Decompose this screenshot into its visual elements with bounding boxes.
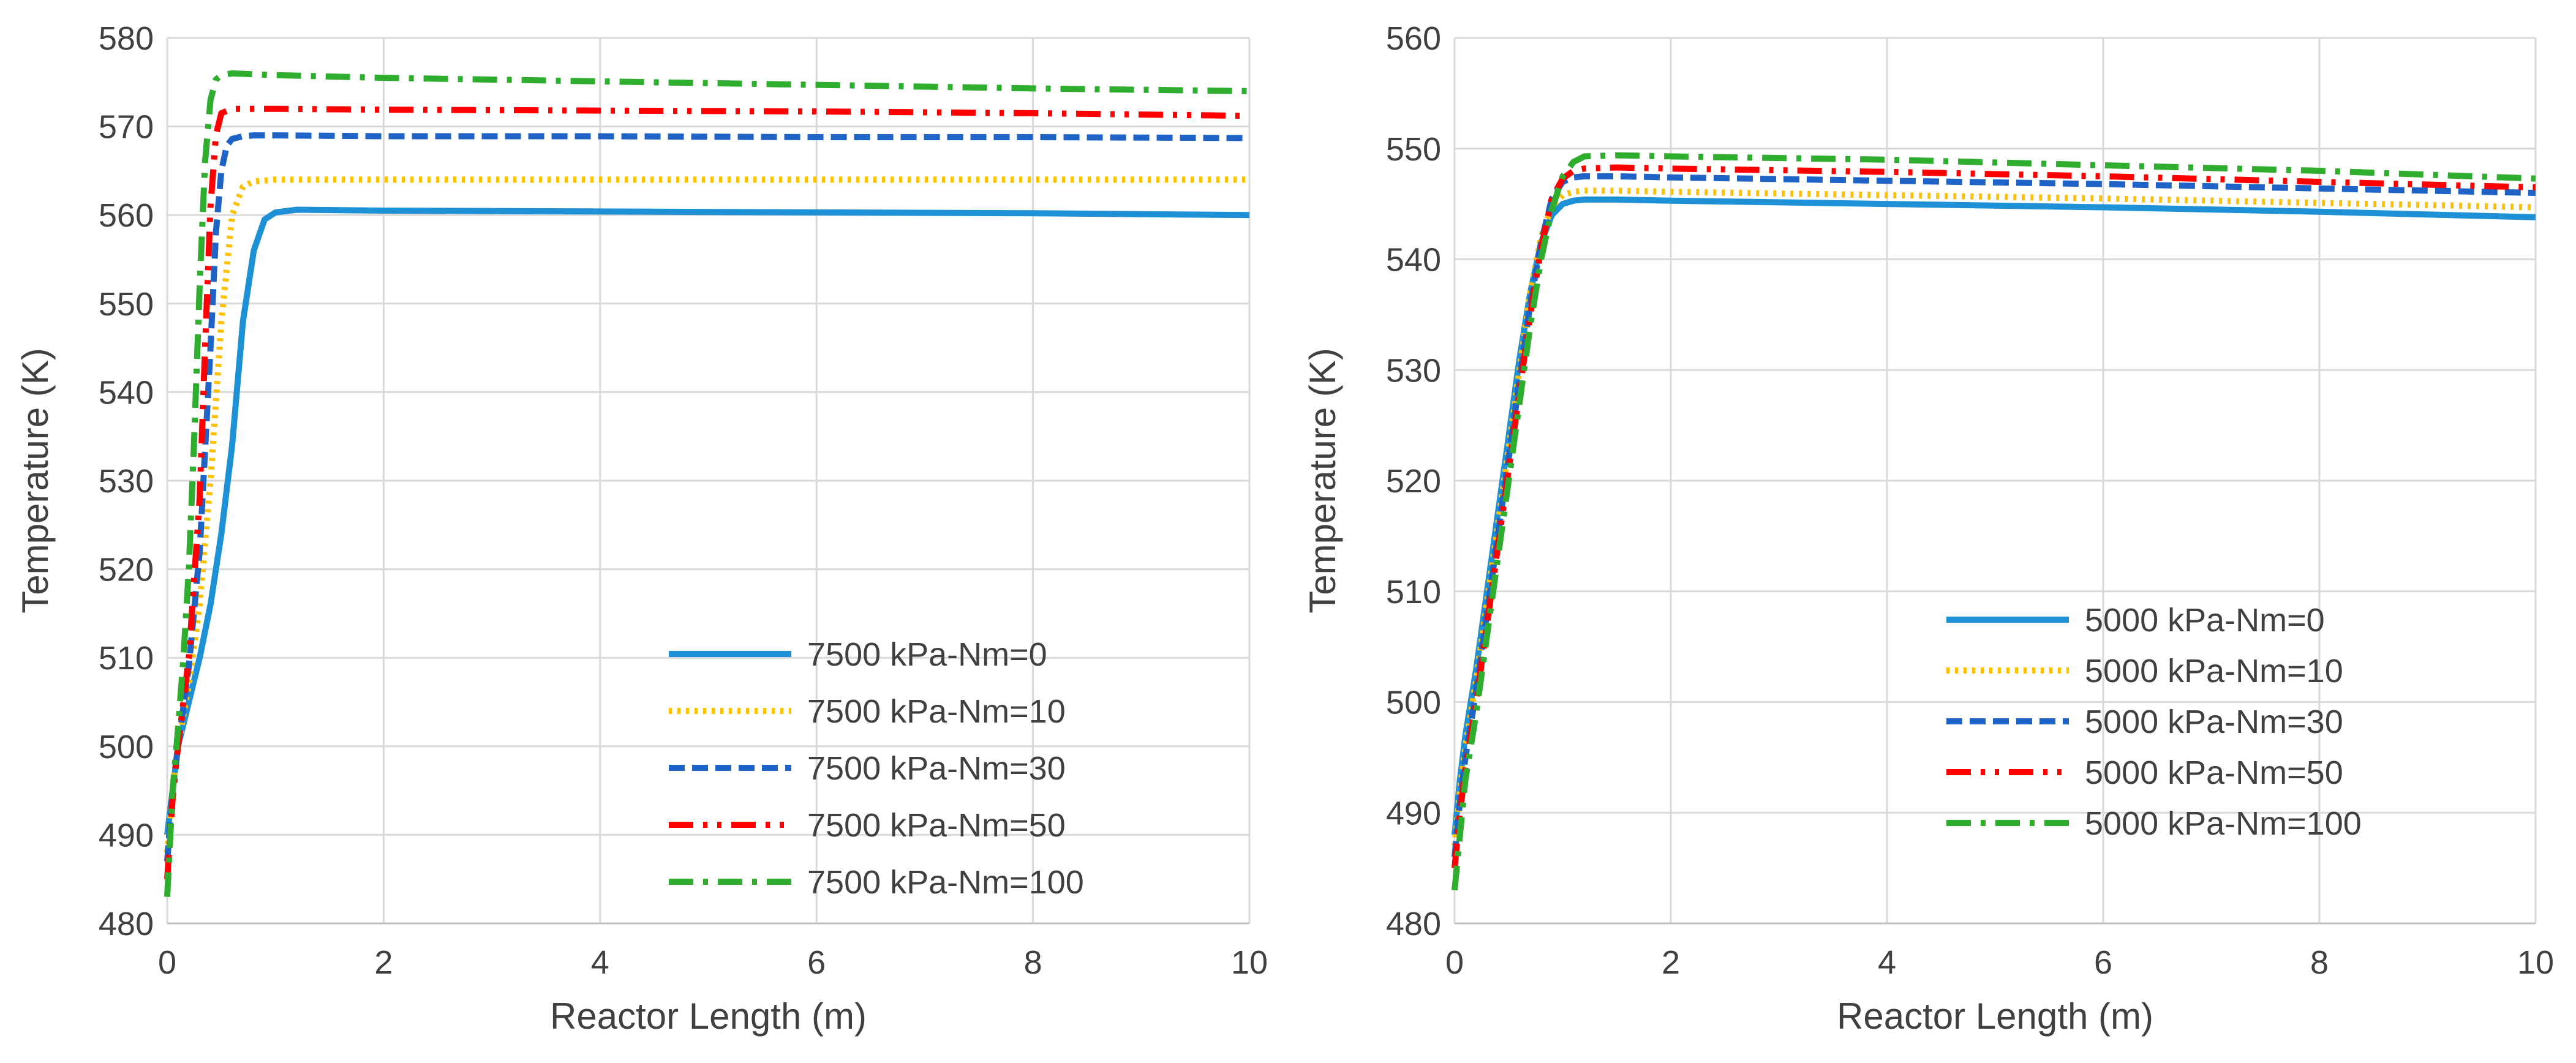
x-tick-label: 10	[2517, 944, 2554, 981]
legend-label: 7500 kPa-Nm=10	[807, 693, 1066, 730]
y-tick-label: 510	[99, 640, 154, 677]
x-tick-label: 2	[374, 944, 393, 981]
gridlines	[166, 37, 1251, 925]
y-tick-label: 540	[1386, 242, 1441, 279]
y-tick-label: 560	[99, 197, 154, 234]
y-tick-label: 580	[99, 20, 154, 57]
legend-label: 7500 kPa-Nm=0	[807, 636, 1047, 673]
x-tick-label: 10	[1231, 944, 1268, 981]
series-line	[1452, 173, 2536, 857]
x-tick-label: 4	[1878, 944, 1896, 981]
legend-label: 5000 kPa-Nm=100	[2085, 805, 2362, 842]
y-tick-label: 520	[1386, 463, 1441, 500]
y-tick-label: 500	[99, 729, 154, 765]
legend-label: 7500 kPa-Nm=30	[807, 750, 1066, 787]
legend: 7500 kPa-Nm=0 7500 kPa-Nm=10 7500 kPa-Nm=3…	[669, 636, 1084, 901]
series-line	[164, 105, 1250, 880]
x-axis-title: Reactor Length (m)	[550, 996, 867, 1037]
y-tick-label: 540	[99, 374, 154, 411]
series-line	[1452, 187, 2536, 846]
y-axis-title: Temperature (K)	[15, 348, 56, 613]
x-tick-label: 8	[1024, 944, 1042, 981]
legend-label: 7500 kPa-Nm=100	[807, 864, 1084, 901]
y-axis-title: Temperature (K)	[1302, 348, 1343, 613]
x-tick-label: 0	[1445, 944, 1464, 981]
y-tick-label: 530	[1386, 352, 1441, 389]
x-axis-title: Reactor Length (m)	[1837, 996, 2153, 1037]
right-chart: 480 490 500 510 520 530 540 550 560 0 2 4 6 8 10 Reacto…	[1302, 20, 2554, 1037]
y-tick-label: 550	[1386, 131, 1441, 168]
y-tick-label: 530	[99, 463, 154, 500]
y-tick-label: 490	[99, 817, 154, 854]
series-line	[164, 176, 1249, 853]
y-tick-label: 510	[1386, 574, 1441, 610]
y-tick-label: 550	[99, 286, 154, 323]
x-tick-label: 2	[1662, 944, 1680, 981]
y-tick-label: 520	[99, 552, 154, 588]
left-chart: 480 490 500 510 520 530 540 550 560 570 580 0 2 4 6 8 10…	[15, 20, 1268, 1037]
legend: 5000 kPa-Nm=0 5000 kPa-Nm=10 5000 kPa-Nm=3…	[1946, 602, 2362, 842]
x-tick-label: 4	[591, 944, 609, 981]
x-tick-label: 6	[2094, 944, 2112, 981]
legend-label: 5000 kPa-Nm=0	[2085, 602, 2325, 639]
series-line	[164, 206, 1250, 836]
y-tick-label: 490	[1386, 795, 1441, 832]
legend-label: 5000 kPa-Nm=30	[2085, 704, 2343, 740]
x-tick-label: 0	[158, 944, 176, 981]
legend-label: 5000 kPa-Nm=50	[2085, 754, 2343, 791]
series-line	[1452, 152, 2536, 891]
y-tick-label: 480	[99, 906, 154, 942]
x-tick-label: 8	[2310, 944, 2329, 981]
series-line	[164, 132, 1250, 862]
series-line	[1452, 164, 2536, 869]
y-tick-label: 560	[1386, 20, 1441, 57]
x-tick-label: 6	[807, 944, 826, 981]
series-line	[1452, 196, 2536, 835]
y-tick-label: 500	[1386, 685, 1441, 721]
legend-label: 5000 kPa-Nm=10	[2085, 653, 2343, 689]
legend-label: 7500 kPa-Nm=50	[807, 807, 1066, 844]
series-line	[164, 70, 1250, 897]
y-tick-label: 480	[1386, 906, 1441, 942]
y-tick-label: 570	[99, 109, 154, 146]
